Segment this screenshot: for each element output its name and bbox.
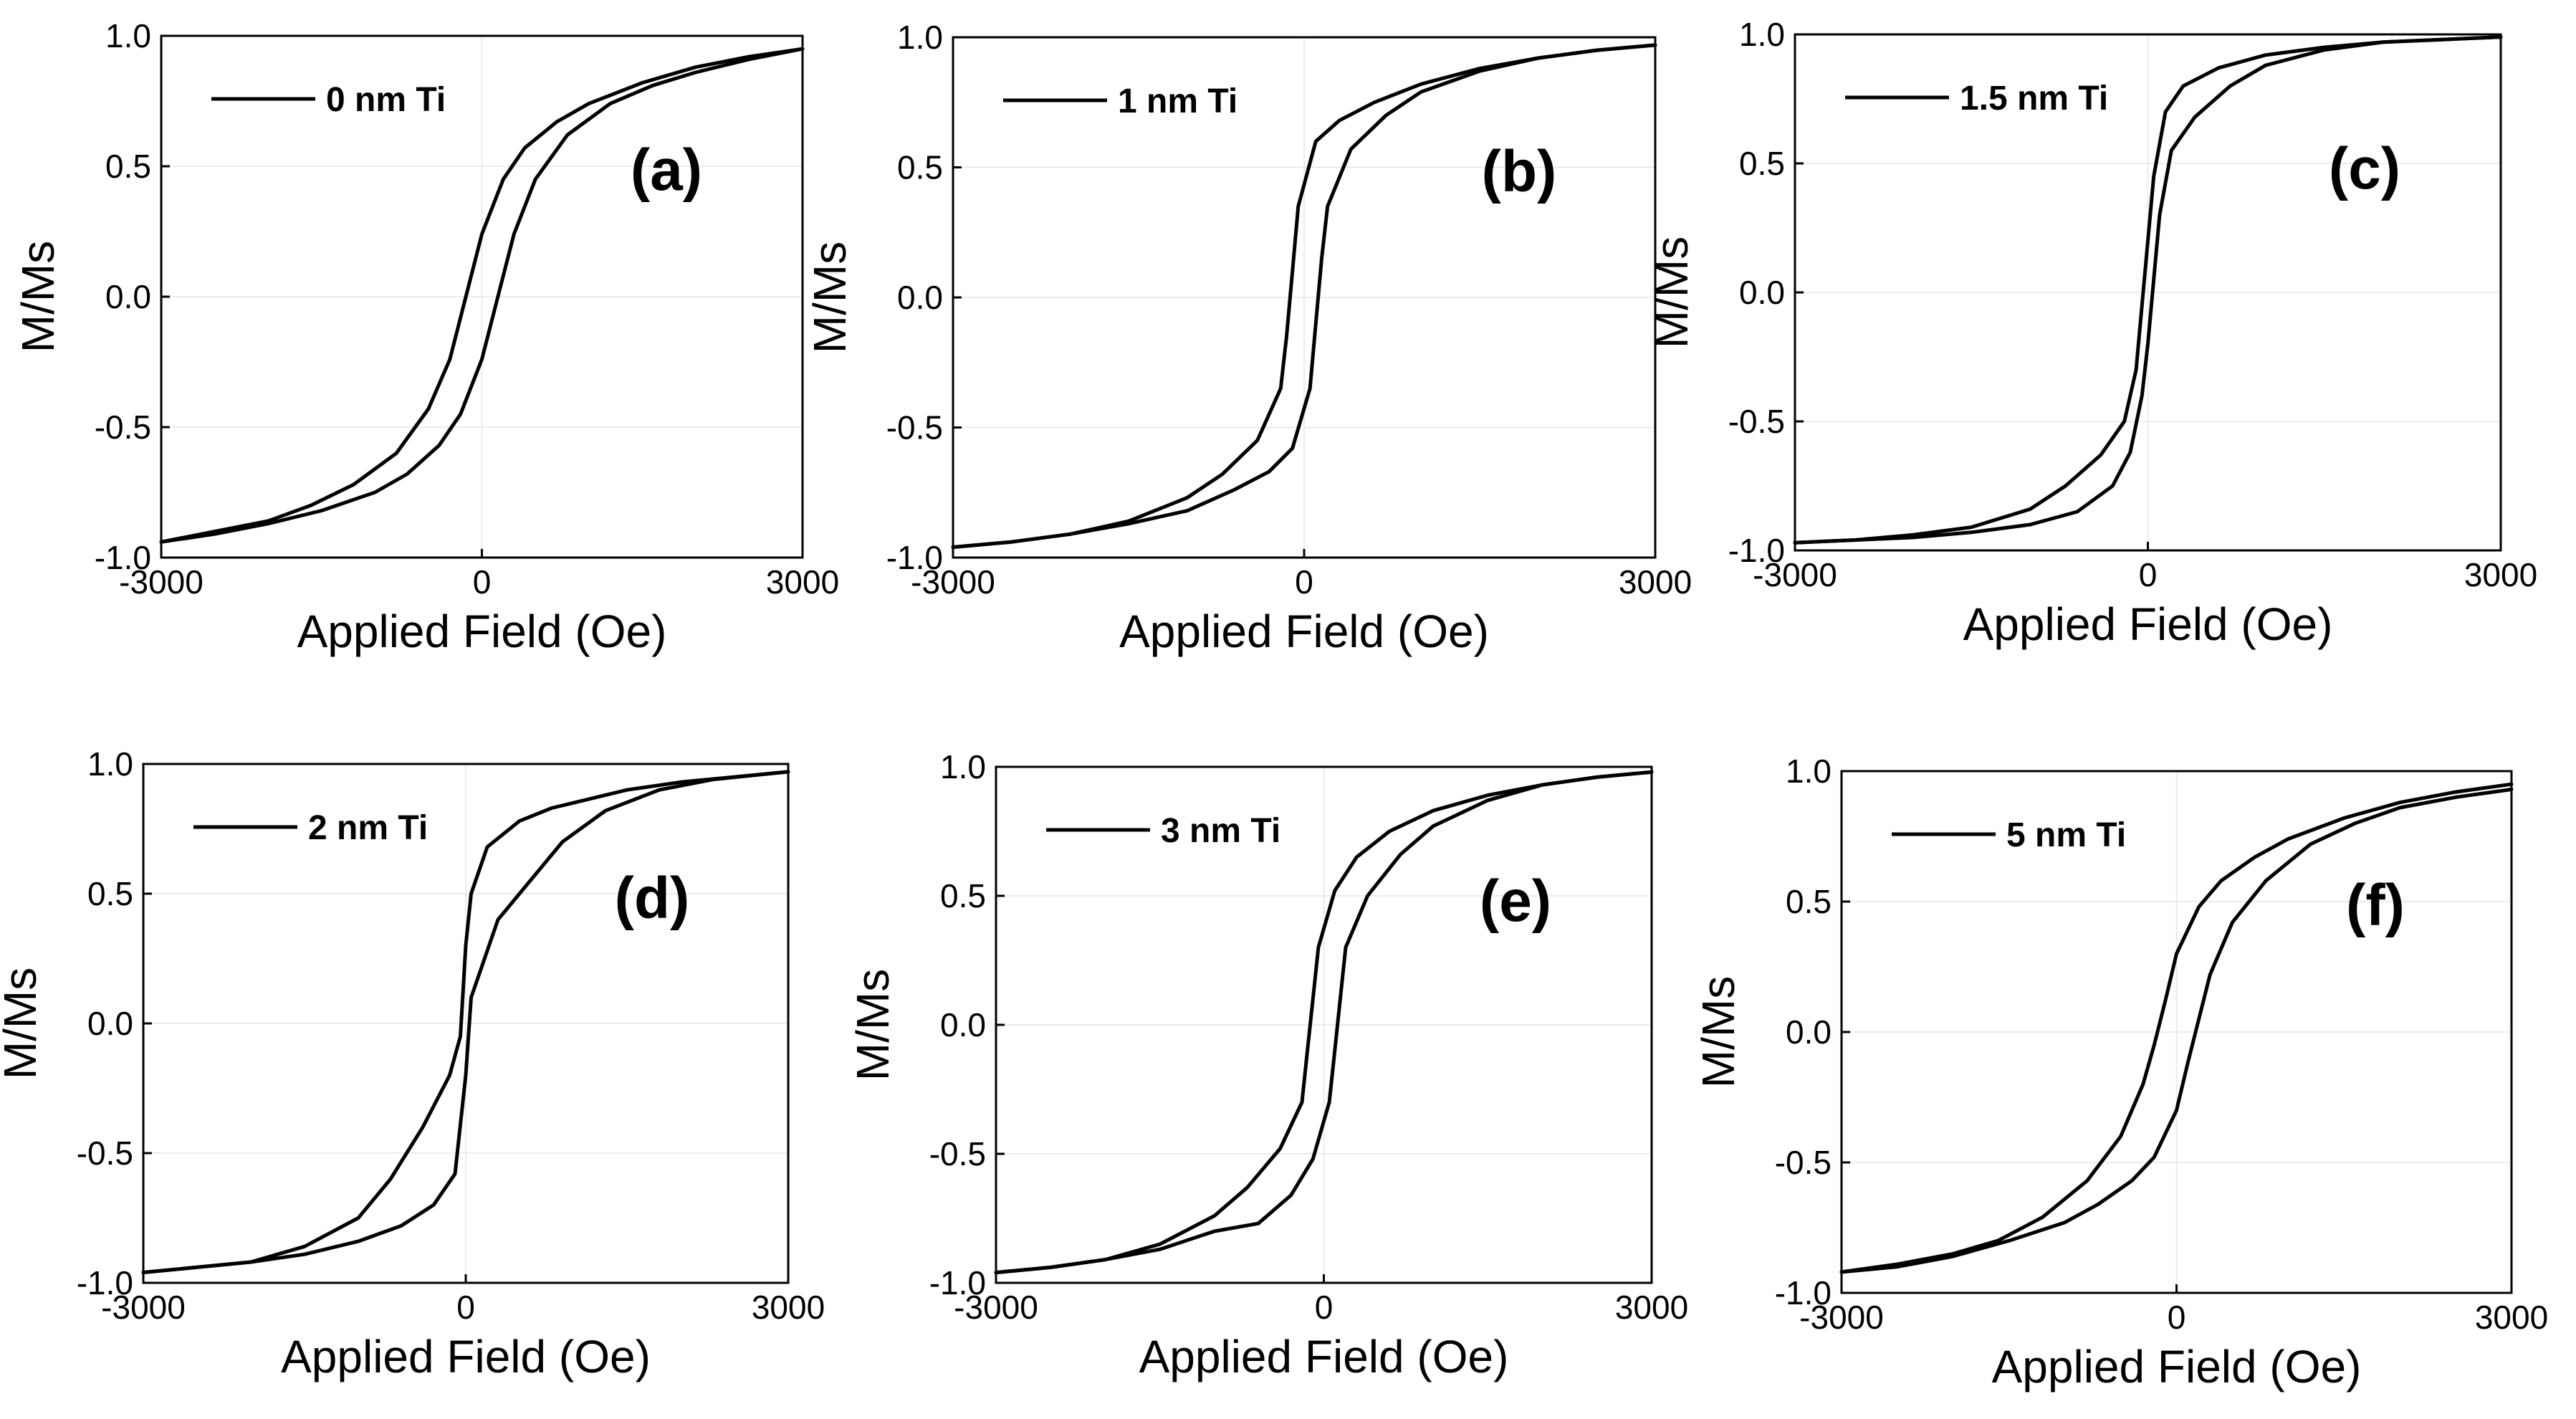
ascending-branch-line	[1793, 35, 2503, 545]
x-tick-label: 3000	[1615, 1289, 1688, 1326]
y-tick-label: 0.5	[897, 149, 943, 186]
y-tick-label: 1.0	[105, 17, 151, 54]
y-tick-label: -1.0	[77, 1264, 133, 1301]
panel-label: (a)	[631, 138, 702, 203]
y-tick-label: 1.0	[87, 745, 133, 783]
panel-a: -3000 0 3000 1.0 0.5 0.0 -0.5 -1.0 Applied Field…	[12, 17, 839, 657]
descending-branch-line	[141, 770, 790, 1274]
x-tick-label: -3000	[1799, 1299, 1884, 1336]
x-tick-label: 0	[473, 563, 492, 601]
legend-label: 1 nm Ti	[1118, 82, 1237, 120]
y-tick-label: 0.5	[1739, 145, 1785, 182]
ascending-branch-line	[1839, 788, 2514, 1274]
x-tick-label: 3000	[766, 563, 839, 601]
panel-label: (f)	[2346, 873, 2405, 938]
panel-d: -3000 0 3000 1.0 0.5 0.0 -0.5 -1.0 Applied Field…	[0, 745, 825, 1382]
x-tick-label: 0	[456, 1289, 475, 1326]
x-tick-label: 3000	[1619, 563, 1692, 601]
ascending-branch-line	[159, 47, 805, 544]
x-tick-label: 3000	[2475, 1299, 2548, 1336]
panel-f: -3000 0 3000 1.0 0.5 0.0 -0.5 -1.0 Applied Field…	[1692, 752, 2548, 1392]
y-axis-label: M/Ms	[804, 242, 856, 353]
y-tick-label: 1.0	[940, 748, 986, 785]
x-axis-label: Applied Field (Oe)	[1963, 598, 2333, 650]
descending-branch-line	[1793, 35, 2503, 545]
ascending-branch-line	[994, 770, 1654, 1275]
y-tick-label: 0.0	[105, 278, 151, 315]
panel-e: -3000 0 3000 1.0 0.5 0.0 -0.5 -1.0 Applied Field…	[847, 748, 1688, 1382]
panel-label: (d)	[615, 866, 690, 931]
panel-label: (c)	[2329, 136, 2400, 201]
x-tick-label: 3000	[752, 1289, 825, 1326]
y-tick-label: 0.5	[1786, 883, 1832, 920]
x-tick-label: -3000	[911, 563, 995, 601]
x-axis-label: Applied Field (Oe)	[281, 1331, 651, 1382]
y-axis-label: M/Ms	[847, 969, 899, 1081]
legend-label: 1.5 nm Ti	[1960, 80, 2108, 118]
y-axis-label: M/Ms	[12, 241, 64, 353]
x-tick-label: 3000	[2464, 556, 2537, 593]
x-axis-label: Applied Field (Oe)	[297, 606, 667, 657]
panel-b: -3000 0 3000 1.0 0.5 0.0 -0.5 -1.0 Applied Field…	[804, 19, 1692, 657]
x-axis-label: Applied Field (Oe)	[1992, 1341, 2362, 1392]
y-tick-label: -0.5	[886, 409, 943, 446]
panel-label: (b)	[1482, 139, 1557, 204]
x-tick-label: -3000	[1753, 556, 1837, 593]
y-tick-label: 0.5	[105, 148, 151, 185]
descending-branch-line	[994, 770, 1654, 1275]
y-axis-label: M/Ms	[0, 968, 46, 1079]
x-tick-label: -3000	[101, 1289, 186, 1326]
y-tick-label: 0.0	[87, 1005, 133, 1042]
x-tick-label: -3000	[119, 563, 204, 601]
y-axis-label: M/Ms	[1646, 236, 1698, 348]
descending-branch-line	[1839, 782, 2514, 1274]
ascending-branch-line	[141, 770, 790, 1274]
y-axis-label: M/Ms	[1692, 976, 1744, 1088]
legend-label: 5 nm Ti	[2006, 816, 2126, 854]
y-tick-label: 0.5	[940, 877, 986, 914]
panel-label: (e)	[1480, 869, 1551, 934]
legend-label: 3 nm Ti	[1161, 812, 1280, 850]
legend-label: 0 nm Ti	[326, 81, 446, 119]
y-tick-label: -0.5	[1728, 403, 1785, 440]
x-axis-label: Applied Field (Oe)	[1119, 606, 1489, 657]
y-tick-label: 0.0	[1786, 1013, 1832, 1051]
y-tick-label: 1.0	[1739, 16, 1785, 53]
ascending-branch-line	[951, 43, 1657, 549]
x-tick-label: 0	[2139, 556, 2158, 593]
x-tick-label: 0	[1315, 1289, 1334, 1326]
panel-c: -3000 0 3000 1.0 0.5 0.0 -0.5 -1.0 Applied Field…	[1646, 16, 2537, 650]
y-tick-label: -0.5	[77, 1134, 133, 1172]
y-tick-label: 0.5	[87, 875, 133, 912]
y-tick-label: -0.5	[95, 408, 151, 446]
y-tick-label: 1.0	[1786, 752, 1832, 790]
y-tick-label: -1.0	[886, 539, 943, 576]
y-tick-label: -1.0	[1728, 532, 1785, 569]
x-tick-label: 0	[2168, 1299, 2186, 1336]
y-tick-label: -1.0	[95, 539, 151, 576]
descending-branch-line	[951, 43, 1657, 549]
x-tick-label: -3000	[954, 1289, 1038, 1326]
y-tick-label: -1.0	[929, 1264, 986, 1301]
x-tick-label: 0	[1295, 563, 1313, 601]
y-tick-label: -0.5	[929, 1135, 986, 1172]
descending-branch-line	[159, 47, 805, 544]
x-axis-label: Applied Field (Oe)	[1139, 1331, 1509, 1382]
y-tick-label: 0.0	[940, 1006, 986, 1043]
y-tick-label: -0.5	[1775, 1144, 1832, 1181]
y-tick-label: 0.0	[1739, 274, 1785, 311]
legend-label: 2 nm Ti	[308, 809, 428, 847]
y-tick-label: 1.0	[897, 19, 943, 56]
y-tick-label: 0.0	[897, 279, 943, 316]
y-tick-label: -1.0	[1775, 1274, 1832, 1312]
